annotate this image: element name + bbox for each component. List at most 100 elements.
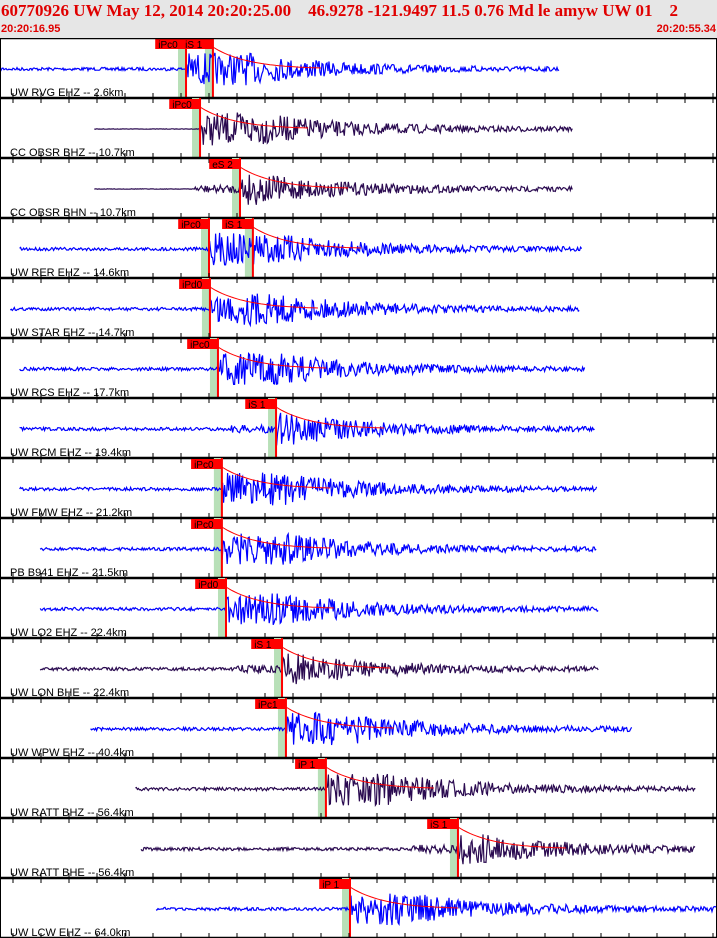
pick-label: iPc0 <box>181 220 201 231</box>
pick-label-box <box>222 219 253 229</box>
pick-label: iS 1 <box>225 220 243 231</box>
waveform <box>19 352 586 386</box>
predicted-arrival-band <box>317 758 327 818</box>
coda-curve <box>221 526 330 549</box>
pick-label: iP 1 <box>298 760 315 771</box>
waveform <box>155 893 717 926</box>
pick-label-box <box>255 699 286 709</box>
station-label: UW LON BHE -- 22.4km <box>10 687 129 699</box>
pick-label: iS 1 <box>185 40 203 51</box>
waveform <box>39 531 597 565</box>
waveform <box>94 174 573 205</box>
station-label: UW RER EHZ -- 14.6km <box>10 267 129 279</box>
pick-label-box <box>187 339 218 349</box>
pick-label-box <box>251 639 283 649</box>
event-header: 60770926 UW May 12, 2014 20:20:25.00 46.… <box>0 0 717 38</box>
trace-row: iS 1 UW LON BHE -- 22.4km <box>0 638 717 703</box>
time-end: 20:20:55.34 <box>656 23 716 35</box>
pick-label: iPd0 <box>198 580 218 591</box>
waveform <box>140 834 696 865</box>
waveform <box>39 653 599 685</box>
trace-row: iS 1 UW RCM EHZ -- 19.4km <box>0 398 717 463</box>
predicted-arrival-band <box>209 338 219 398</box>
predicted-arrival-band <box>217 578 227 638</box>
station-label: UW LO2 EHZ -- 22.4km <box>10 627 127 639</box>
station-label: UW RCM EHZ -- 19.4km <box>10 447 131 459</box>
pick-label: iPc0 <box>172 100 192 111</box>
pick-label-box <box>169 99 201 109</box>
predicted-arrival-band <box>201 278 211 338</box>
coda-curve <box>221 466 330 489</box>
pick-label-box <box>182 39 213 49</box>
pick-label: iS 1 <box>430 820 448 831</box>
station-label: UW RCS EHZ -- 17.7km <box>10 387 129 399</box>
coda-curve <box>212 46 321 69</box>
pick-label-box <box>427 819 458 829</box>
pick-label-box <box>178 219 209 229</box>
pick-label: iPc0 <box>190 340 210 351</box>
trace-row: iS 1UW RATT BHE -- 56.4km <box>0 818 717 883</box>
trace-row: eS 2CC OBSR BHN -- 10.7km <box>0 158 717 223</box>
waveform <box>39 593 599 626</box>
coda-curve <box>349 886 459 909</box>
pick-label-box <box>245 399 277 409</box>
coda-curve <box>252 226 361 249</box>
predicted-arrival-band <box>231 158 241 218</box>
pick-label-box <box>179 279 210 289</box>
station-label: UW RVG EHZ -- 2.6km <box>10 87 123 99</box>
waveform <box>135 773 696 807</box>
pick-label-box <box>191 459 222 469</box>
pick-label: iS 1 <box>248 400 266 411</box>
coda-curve <box>281 646 391 669</box>
waveform <box>19 232 583 266</box>
station-label: UW LCW EHZ -- 64.0km <box>10 927 130 938</box>
pick-label: iP 1 <box>322 880 339 891</box>
coda-curve <box>285 706 394 729</box>
waveform <box>9 293 580 328</box>
predicted-arrival-band <box>277 698 287 758</box>
coda-curve <box>225 586 335 609</box>
waveform <box>19 472 598 506</box>
trace-row: iPc0 iS 1 UW RER EHZ -- 14.6km <box>0 218 717 283</box>
trace-row: iP 1UW RATT BHZ -- 56.4km <box>0 758 717 823</box>
time-start: 20:20:16.95 <box>1 23 61 35</box>
pick-label: eS 2 <box>212 160 233 171</box>
pick-label-box <box>195 579 226 589</box>
waveform <box>94 112 573 146</box>
waveform <box>90 711 633 746</box>
coda-curve <box>325 766 434 789</box>
predicted-arrival-band <box>178 38 188 98</box>
coda-curve <box>275 406 385 429</box>
trace-row: iP 1 UW LCW EHZ -- 64.0km <box>0 878 717 938</box>
trace-row: iPd0 UW LO2 EHZ -- 22.4km <box>0 578 717 643</box>
pick-label-box <box>319 879 351 889</box>
pick-label: iPc0 <box>194 520 214 531</box>
coda-curve <box>217 346 326 369</box>
pick-label: iPc0 <box>194 460 214 471</box>
trace-row: iPc0 UW RCS EHZ -- 17.7km <box>0 338 717 403</box>
waveform <box>0 52 560 86</box>
trace-row: iPc0 iS 1 UW RVG EHZ -- 2.6km <box>0 38 717 103</box>
pick-label-box <box>155 39 187 49</box>
predicted-arrival-band <box>200 218 210 278</box>
waveform <box>19 412 595 446</box>
predicted-arrival-band <box>213 458 223 518</box>
pick-label-box <box>191 519 222 529</box>
pick-label-box <box>295 759 326 769</box>
pick-label: iS 1 <box>254 640 272 651</box>
pick-label: iPc1 <box>258 700 278 711</box>
pick-label-box <box>209 159 240 169</box>
pick-label: iPd0 <box>182 280 202 291</box>
predicted-arrival-band <box>192 98 202 158</box>
coda-curve <box>209 286 318 309</box>
coda-curve <box>457 826 566 849</box>
coda-curve <box>239 166 349 189</box>
coda-curve <box>199 106 309 129</box>
predicted-arrival-band <box>449 818 459 878</box>
